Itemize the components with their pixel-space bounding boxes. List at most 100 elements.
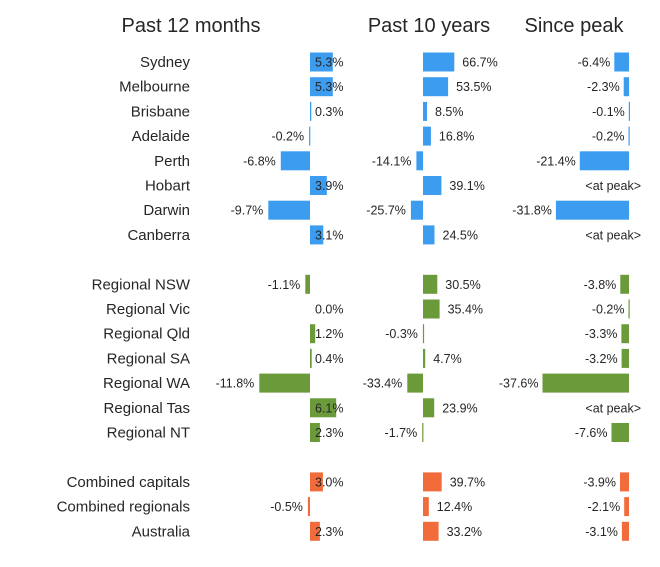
value-label-p12m-regional-sa: 0.4%: [315, 352, 344, 366]
value-label-p12m-regional-nt: 2.3%: [315, 426, 344, 440]
bar-p10y-combined-capitals: [423, 472, 442, 492]
bar-p10y-regional-nt: [422, 423, 424, 442]
panel-title-p12m: Past 12 months: [122, 15, 261, 37]
bar-p10y-darwin: [410, 200, 423, 220]
value-label-peak-canberra: <at peak>: [585, 228, 641, 242]
bar-p12m-regional-qld: [310, 324, 316, 344]
value-label-p12m-regional-wa: -11.8%: [216, 377, 255, 391]
value-label-p12m-sydney: 5.3%: [315, 56, 344, 70]
row-label-melbourne: Melbourne: [119, 79, 190, 96]
bar-peak-melbourne: [623, 77, 629, 97]
value-label-peak-darwin: -31.8%: [512, 204, 552, 218]
value-label-p10y-regional-tas: 23.9%: [442, 401, 477, 415]
value-label-p10y-brisbane: 8.5%: [435, 105, 464, 119]
bar-p10y-regional-wa: [407, 373, 423, 393]
value-label-p10y-darwin: -25.7%: [366, 204, 406, 218]
value-label-peak-australia: -3.1%: [585, 525, 618, 539]
value-label-p10y-adelaide: 16.8%: [439, 130, 474, 144]
bar-p12m-regional-tas: [310, 398, 337, 418]
value-label-peak-combined-regionals: -2.1%: [588, 500, 621, 514]
value-label-p10y-regional-sa: 4.7%: [433, 352, 462, 366]
value-label-peak-hobart: <at peak>: [585, 179, 641, 193]
value-label-p10y-regional-qld: -0.3%: [385, 327, 418, 341]
bar-p10y-perth: [416, 151, 423, 171]
value-label-p10y-regional-vic: 35.4%: [448, 303, 483, 317]
bar-peak-darwin: [555, 200, 629, 220]
value-label-p12m-regional-qld: 1.2%: [315, 327, 344, 341]
value-label-peak-adelaide: -0.2%: [592, 130, 625, 144]
bar-p10y-regional-tas: [423, 398, 435, 418]
bar-p12m-combined-regionals: [307, 497, 310, 517]
value-label-p10y-combined-regionals: 12.4%: [437, 500, 472, 514]
bar-peak-brisbane: [628, 101, 630, 121]
value-label-p12m-regional-nsw: -1.1%: [268, 278, 301, 292]
bar-p12m-combined-capitals: [310, 472, 323, 492]
value-label-peak-sydney: -6.4%: [578, 56, 611, 70]
bar-peak-adelaide: [628, 126, 630, 146]
value-label-peak-melbourne: -2.3%: [587, 80, 620, 94]
bar-p10y-regional-sa: [423, 348, 426, 368]
row-label-combined-capitals: Combined capitals: [67, 474, 190, 491]
bar-peak-sydney: [614, 52, 629, 72]
row-label-brisbane: Brisbane: [131, 103, 190, 120]
value-label-p10y-regional-nsw: 30.5%: [445, 278, 480, 292]
bar-p12m-adelaide: [309, 126, 311, 146]
value-label-peak-regional-sa: -3.2%: [585, 352, 618, 366]
bar-p12m-brisbane: [310, 101, 312, 121]
bar-p10y-regional-qld: [422, 324, 425, 344]
bar-peak-regional-qld: [621, 324, 629, 344]
bar-peak-combined-regionals: [624, 497, 629, 517]
panel-title-p10y: Past 10 years: [368, 15, 490, 37]
bar-p10y-combined-regionals: [423, 497, 429, 517]
value-label-p12m-brisbane: 0.3%: [315, 105, 344, 119]
value-label-p10y-sydney: 66.7%: [462, 56, 497, 70]
value-label-peak-regional-tas: <at peak>: [585, 401, 641, 415]
row-label-perth: Perth: [154, 153, 190, 170]
panel-title-peak: Since peak: [525, 15, 625, 37]
row-label-sydney: Sydney: [140, 54, 191, 71]
value-label-p12m-adelaide: -0.2%: [271, 130, 304, 144]
bar-p10y-regional-nsw: [423, 274, 438, 294]
bar-p12m-regional-nsw: [305, 274, 310, 294]
value-label-p12m-regional-vic: 0.0%: [315, 303, 344, 317]
bar-p10y-melbourne: [423, 77, 449, 97]
panel-headers: Past 12 months Past 10 years Since peak: [122, 15, 625, 37]
bar-peak-regional-vic: [628, 299, 630, 319]
bar-p12m-australia: [310, 521, 320, 541]
bar-peak-regional-wa: [542, 373, 629, 393]
value-label-p12m-darwin: -9.7%: [231, 204, 264, 218]
bar-p12m-perth: [280, 151, 310, 171]
value-label-p10y-hobart: 39.1%: [449, 179, 484, 193]
bar-p12m-darwin: [268, 200, 310, 220]
value-label-p12m-melbourne: 5.3%: [315, 80, 344, 94]
bar-p10y-sydney: [423, 52, 455, 72]
bar-p10y-australia: [423, 521, 439, 541]
value-label-peak-brisbane: -0.1%: [592, 105, 625, 119]
row-label-regional-sa: Regional SA: [107, 350, 190, 367]
bar-p12m-canberra: [310, 225, 324, 245]
value-label-p12m-perth: -6.8%: [243, 154, 276, 168]
bar-p10y-regional-vic: [423, 299, 440, 319]
value-label-p12m-canberra: 3.1%: [315, 228, 344, 242]
row-labels: Sydney Melbourne Brisbane Adelaide Perth Hoba…: [57, 54, 191, 540]
row-label-regional-nsw: Regional NSW: [92, 276, 191, 293]
value-label-peak-regional-nsw: -3.8%: [584, 278, 617, 292]
row-label-regional-tas: Regional Tas: [104, 400, 190, 417]
row-label-canberra: Canberra: [127, 227, 190, 244]
bar-p10y-adelaide: [423, 126, 431, 146]
bar-p12m-sydney: [310, 52, 333, 72]
value-label-p12m-regional-tas: 6.1%: [315, 401, 344, 415]
row-label-hobart: Hobart: [145, 178, 191, 195]
value-labels: 5.3% 66.7% -6.4% 5.3% 53.5% -2.3% 0.3% 8.5% -0.1…: [216, 56, 641, 539]
bar-p12m-regional-nt: [310, 423, 320, 442]
row-label-darwin: Darwin: [143, 202, 190, 219]
value-label-p12m-combined-capitals: 3.0%: [315, 475, 344, 489]
value-label-p10y-combined-capitals: 39.7%: [450, 475, 485, 489]
value-label-p12m-hobart: 3.9%: [315, 179, 344, 193]
value-label-p10y-canberra: 24.5%: [443, 228, 478, 242]
row-label-regional-nt: Regional NT: [107, 425, 190, 442]
bar-peak-regional-nsw: [620, 274, 629, 294]
bar-peak-australia: [621, 521, 629, 541]
bar-p10y-brisbane: [423, 101, 427, 121]
value-label-peak-regional-vic: -0.2%: [592, 303, 625, 317]
